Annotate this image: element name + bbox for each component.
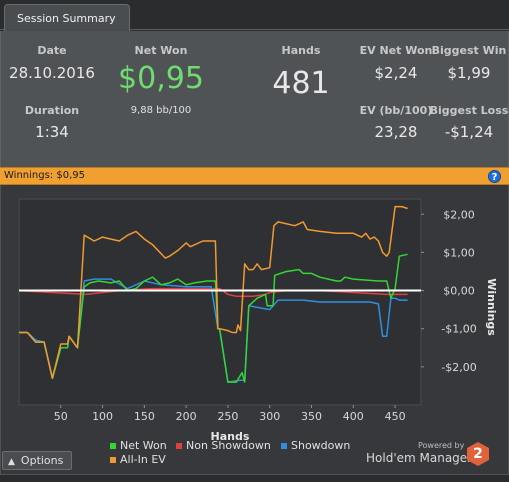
duration-label: Duration [24,104,80,117]
hands-label: Hands [281,44,321,57]
winnings-chart: 50 100 150 200 250 300 350 400 450 $2,00 $1,00 $0,0… [18,198,498,443]
legend-all-in-ev: All-In EV [110,453,166,466]
legend-swatch [110,443,116,449]
y-tick-label: -$2,00 [441,361,476,374]
legend-swatch [176,443,182,449]
x-tick-label: 450 [385,410,406,423]
options-button[interactable]: ▲ Options [2,451,72,470]
ev-net-won-label: EV Net Won [359,44,433,57]
bottom-bar [0,474,509,482]
legend-label: Non Showdown [186,439,271,452]
y-tick-label: $1,00 [443,246,475,259]
help-icon[interactable]: ? [488,170,501,183]
duration-value: 1:34 [35,123,69,141]
tab-bar: Session Summary [0,0,509,31]
x-tick-label: 300 [259,410,280,423]
legend-label: Net Won [120,439,167,452]
date-value: 28.10.2016 [9,64,95,82]
x-tick-label: 250 [217,410,238,423]
series-line-all-in-ev [19,205,408,380]
x-axis-title: Hands [211,430,250,443]
date-label: Date [37,44,67,57]
y-axis-title: Winnings [485,278,498,336]
winnings-banner: Winnings: $0,95 ? [0,167,509,185]
legend-showdown: Showdown [281,439,350,452]
brand-name: Hold'em Manager [366,451,473,465]
legend-swatch [110,457,116,463]
legend-label: All-In EV [120,453,166,466]
options-label: Options [20,454,64,467]
legend-net-won: Net Won [110,439,167,452]
legend-label: Showdown [291,439,351,452]
x-tick-label: 350 [301,410,322,423]
hm2-logo: 2 [467,442,489,466]
y-tick-label: $2,00 [443,208,475,221]
net-won-value: $0,95 [118,61,204,96]
x-tick-label: 400 [343,410,364,423]
tab-session-summary[interactable]: Session Summary [4,4,130,31]
x-tick-label: 200 [176,410,197,423]
x-tick-label: 150 [134,410,155,423]
ev-net-won-value: $2,24 [374,64,418,82]
biggest-loss-label: Biggest Loss [429,104,509,117]
chevron-up-icon: ▲ [8,457,15,467]
net-won-bb100: 9,88 bb/100 [130,105,192,116]
ev-bb100-label: EV (bb/100) [359,104,433,117]
ev-bb100-value: 23,28 [374,123,418,141]
powered-by-text: Powered by [418,441,465,450]
winnings-chart-panel: 50 100 150 200 250 300 350 400 450 $2,00 $1,00 $0,0… [0,185,509,474]
x-tick-label: 100 [92,410,113,423]
net-won-label: Net Won [134,44,188,57]
legend-non-showdown: Non Showdown [176,439,271,452]
biggest-win-value: $1,99 [447,64,491,82]
session-summary-panel: Date 28.10.2016 Duration 1:34 Net Won $0… [0,31,509,167]
biggest-loss-value: -$1,24 [444,123,494,141]
winnings-banner-text: Winnings: $0,95 [4,170,85,181]
legend-swatch [281,443,287,449]
hands-value: 481 [272,66,330,101]
biggest-win-label: Biggest Win [431,44,507,57]
y-tick-label: -$1,00 [441,323,476,336]
x-tick-label: 50 [54,410,68,423]
y-tick-label: $0,00 [443,285,475,298]
